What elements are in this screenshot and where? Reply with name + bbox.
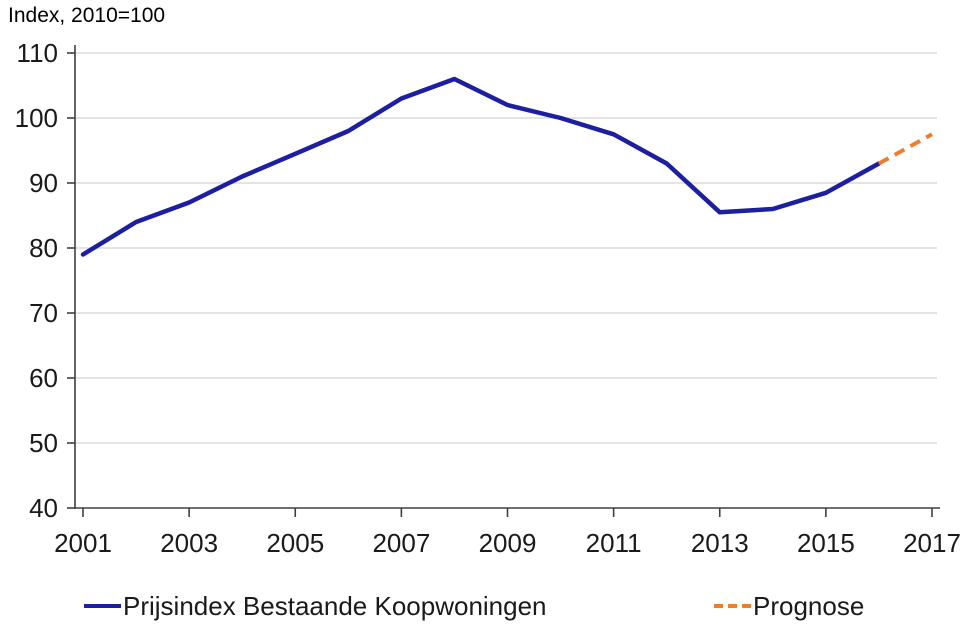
- x-tick-label: 2003: [160, 528, 218, 558]
- x-tick-label: 2017: [903, 528, 961, 558]
- y-tick-label: 50: [29, 428, 58, 458]
- x-tick-label: 2013: [691, 528, 749, 558]
- y-tick-label: 100: [15, 103, 58, 133]
- orange-dashed-line-marker: [714, 604, 751, 608]
- x-tick-label: 2009: [479, 528, 537, 558]
- y-tick-label: 40: [29, 493, 58, 523]
- series-line-prijsindex: [80, 76, 882, 257]
- series-line-prognose: [877, 132, 933, 166]
- x-tick-label: 2015: [797, 528, 855, 558]
- x-tick-label: 2007: [372, 528, 430, 558]
- legend: Prijsindex Bestaande Koopwoningen Progno…: [0, 588, 967, 624]
- legend-label-prognose: Prognose: [753, 590, 865, 621]
- x-tick-label: 2001: [54, 528, 112, 558]
- legend-label-prijsindex: Prijsindex Bestaande Koopwoningen: [123, 590, 547, 621]
- legend-item-prognose: Prognose: [714, 588, 864, 624]
- chart-title: Index, 2010=100: [8, 4, 166, 27]
- x-tick-label: 2011: [586, 528, 642, 558]
- y-tick-label: 90: [29, 168, 58, 198]
- y-tick-label: 70: [29, 298, 58, 328]
- legend-item-prijsindex: Prijsindex Bestaande Koopwoningen: [84, 588, 547, 624]
- y-tick-label: 110: [17, 38, 58, 68]
- x-tick-label: 2005: [266, 528, 324, 558]
- y-tick-label: 60: [29, 363, 58, 393]
- line-chart-canvas: 40 50 60 70 80 90 100 110 2001 2003 2005 2007 2009 20…: [15, 38, 961, 558]
- blue-solid-line-marker: [84, 604, 121, 608]
- y-tick-label: 80: [29, 233, 58, 263]
